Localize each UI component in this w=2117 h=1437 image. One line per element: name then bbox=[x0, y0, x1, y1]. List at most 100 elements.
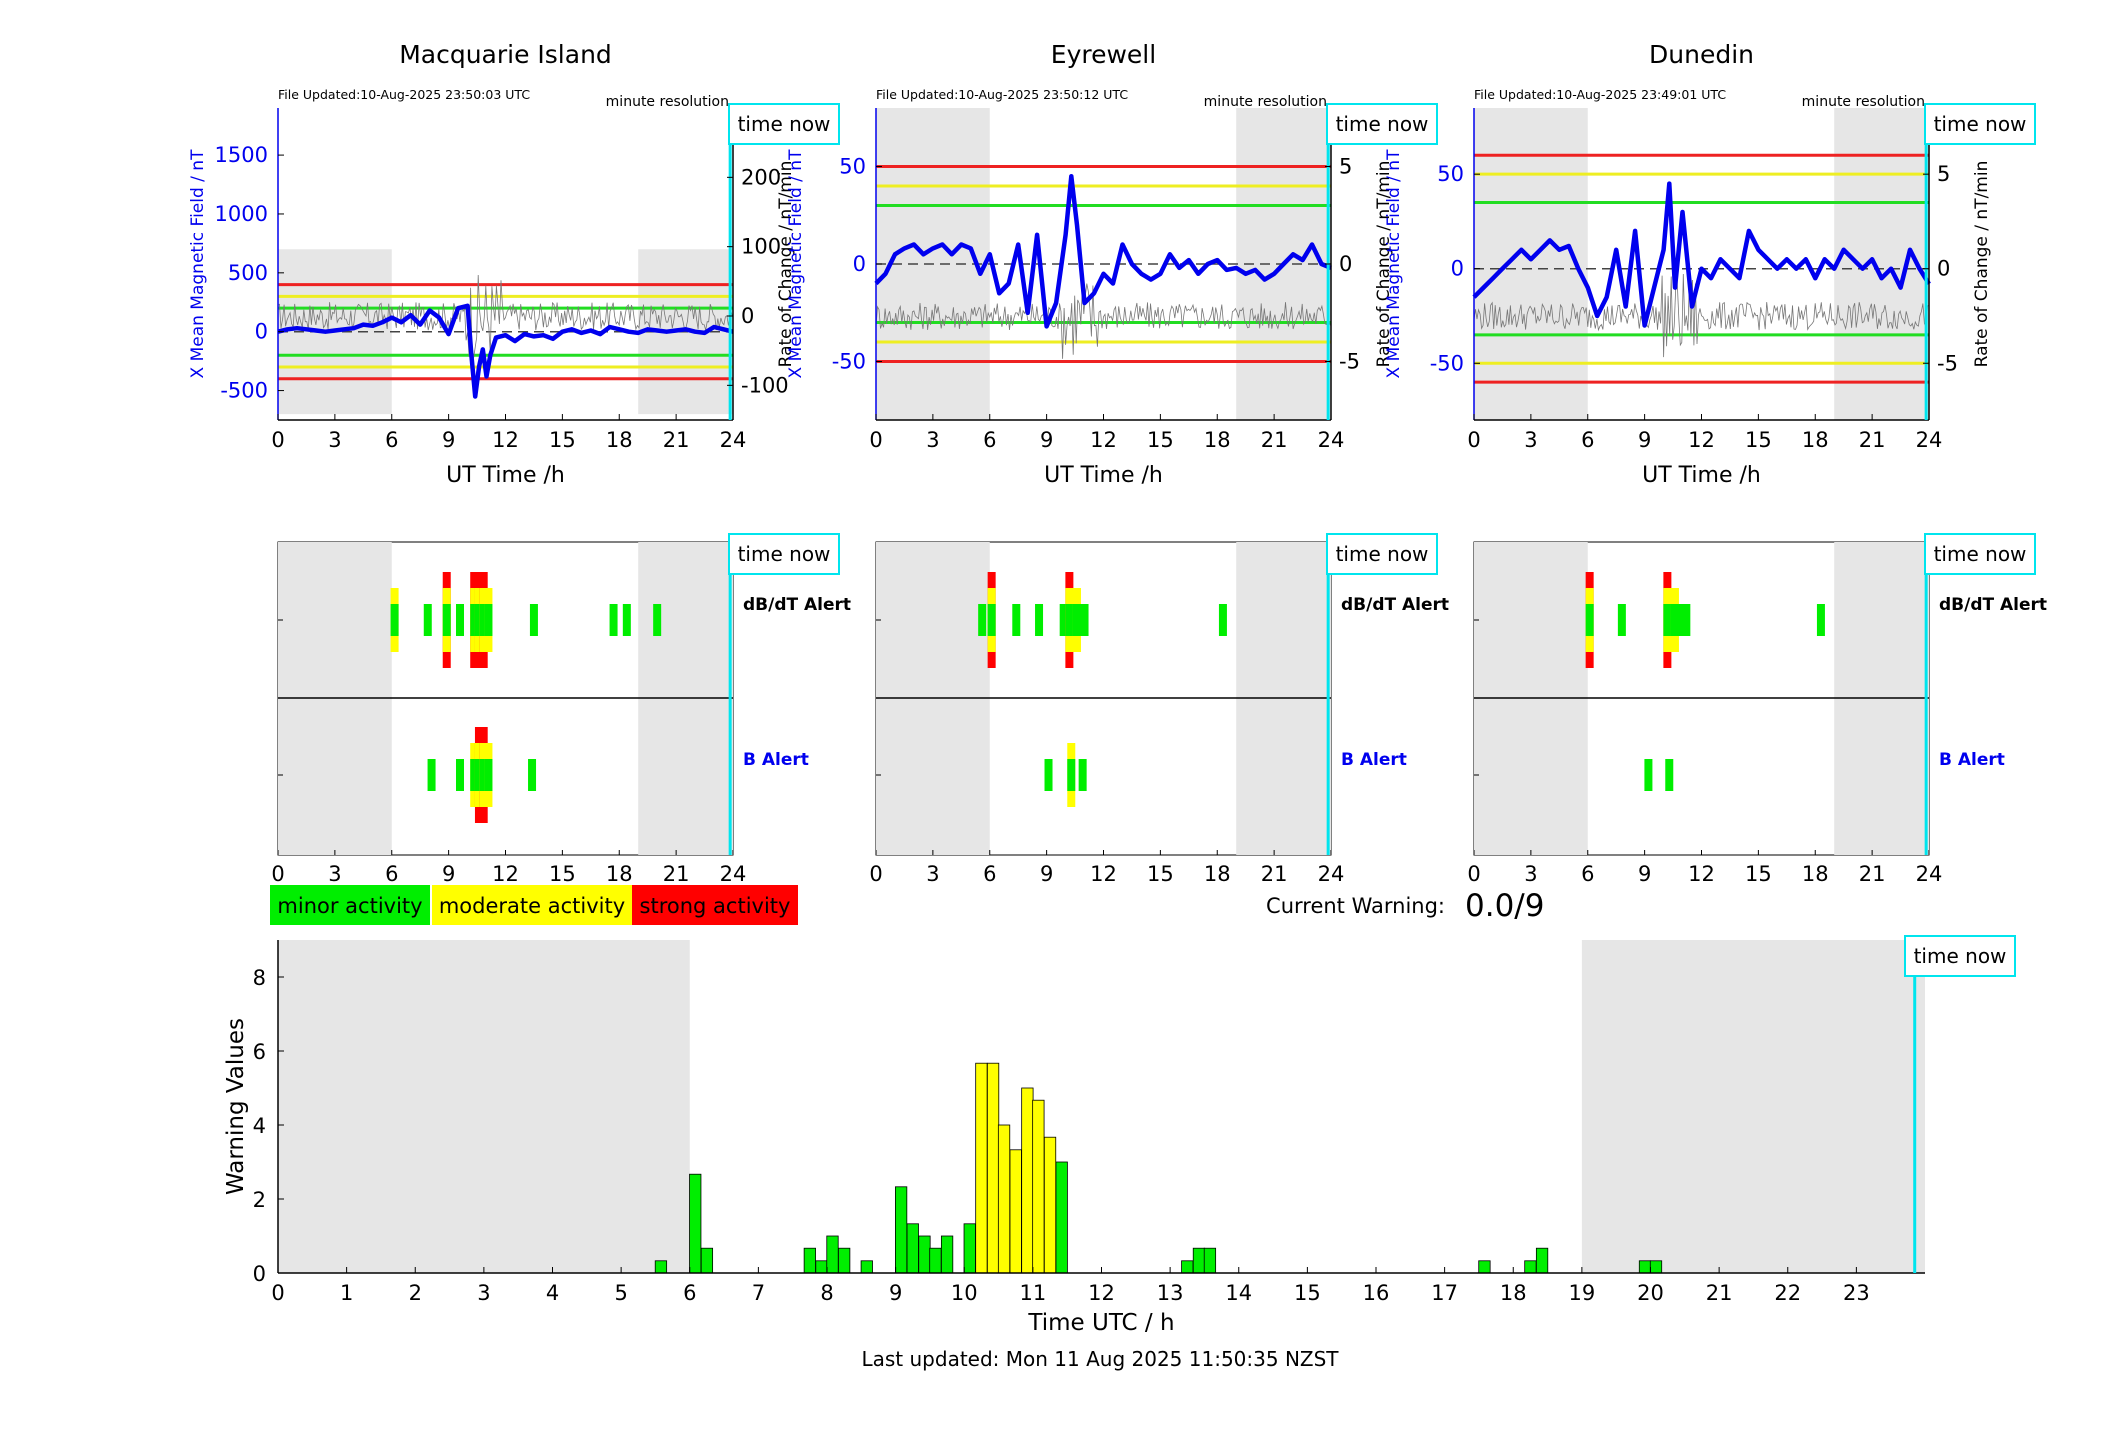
y-tick-label-left: 0 bbox=[1451, 257, 1464, 281]
y-axis-label-left: X Mean Magnetic Field / nT bbox=[188, 149, 208, 379]
warning-bar bbox=[1478, 1260, 1491, 1274]
current-warning-label: Current Warning: bbox=[1266, 894, 1445, 918]
last-updated-footer: Last updated: Mon 11 Aug 2025 11:50:35 N… bbox=[861, 1347, 1339, 1371]
b-alert-mark-minor bbox=[528, 759, 537, 791]
dbdt-alert-mark-minor bbox=[1676, 604, 1685, 636]
alert-x-tick-label: 24 bbox=[1916, 862, 1943, 886]
warning-bar bbox=[963, 1223, 976, 1274]
alert-x-tick-label: 12 bbox=[1688, 862, 1715, 886]
time-now-label: time now bbox=[1934, 112, 2027, 136]
alert-x-tick-label: 9 bbox=[1638, 862, 1651, 886]
alert-x-tick-label: 21 bbox=[663, 862, 690, 886]
alert-x-tick-label: 12 bbox=[492, 862, 519, 886]
dbdt-alert-mark-minor bbox=[1012, 604, 1021, 636]
warning-bar bbox=[838, 1247, 851, 1274]
warning-bar bbox=[654, 1260, 668, 1274]
alert-x-tick-label: 21 bbox=[1261, 862, 1288, 886]
b-alert-mark-minor bbox=[427, 759, 436, 791]
x-tick-label: 3 bbox=[1524, 428, 1537, 452]
warning-x-tick-label: 17 bbox=[1431, 1281, 1458, 1305]
legend-label-moderate: moderate activity bbox=[439, 894, 625, 918]
rate-of-change-trace bbox=[1473, 273, 1930, 358]
dbdt-alert-mark-minor bbox=[1035, 604, 1044, 636]
alert-x-tick-label: 0 bbox=[869, 862, 882, 886]
mean-field-line bbox=[1472, 181, 1931, 328]
y-axis-label-left: X Mean Magnetic Field / nT bbox=[1384, 149, 1404, 379]
warning-x-axis-label: Time UTC / h bbox=[1027, 1310, 1174, 1336]
warning-x-tick-label: 13 bbox=[1157, 1281, 1184, 1305]
dbdt-alert-mark-minor bbox=[390, 604, 399, 636]
alert-x-tick-label: 0 bbox=[271, 862, 284, 886]
alert-x-tick-label: 3 bbox=[926, 862, 939, 886]
alert-x-tick-label: 24 bbox=[720, 862, 747, 886]
x-tick-label: 9 bbox=[1638, 428, 1651, 452]
x-tick-label: 12 bbox=[1688, 428, 1715, 452]
warning-x-tick-label: 2 bbox=[409, 1281, 422, 1305]
b-alert-mark-minor bbox=[456, 759, 464, 791]
dbdt-alert-mark-minor bbox=[470, 604, 479, 636]
time-now-box bbox=[728, 103, 840, 145]
dbdt-alert-mark-minor bbox=[529, 604, 538, 636]
x-tick-label: 18 bbox=[1204, 428, 1231, 452]
warning-bar bbox=[1535, 1247, 1549, 1274]
alert-x-tick-label: 24 bbox=[1318, 862, 1345, 886]
b-alert-mark-minor bbox=[484, 759, 493, 791]
alert-x-tick-label: 18 bbox=[1204, 862, 1231, 886]
x-tick-label: 21 bbox=[663, 428, 690, 452]
y-tick-label-right: 200 bbox=[741, 165, 781, 189]
warning-x-tick-label: 21 bbox=[1706, 1281, 1733, 1305]
station-title: Eyrewell bbox=[1051, 40, 1156, 69]
warning-x-tick-label: 8 bbox=[820, 1281, 833, 1305]
warning-bar bbox=[1192, 1247, 1206, 1274]
b-alert-mark-minor bbox=[1044, 759, 1053, 791]
warning-x-tick-label: 22 bbox=[1774, 1281, 1801, 1305]
y-axis-label-right: Rate of Change / nT/min bbox=[1972, 161, 1992, 368]
y-tick-label-left: -50 bbox=[832, 350, 866, 374]
dbdt-alert-mark-minor bbox=[1585, 604, 1594, 636]
warning-bar bbox=[860, 1260, 873, 1274]
warning-night-band bbox=[278, 940, 690, 1273]
x-tick-label: 12 bbox=[492, 428, 519, 452]
time-now-label: time now bbox=[1336, 112, 1429, 136]
dbdt-alert-mark-minor bbox=[1059, 604, 1068, 636]
dbdt-alert-mark-minor bbox=[653, 604, 662, 636]
dbdt-alert-mark-minor bbox=[1816, 604, 1825, 636]
warning-bar bbox=[1021, 1087, 1034, 1274]
x-tick-label: 9 bbox=[1040, 428, 1053, 452]
dbdt-alert-mark-minor bbox=[1670, 604, 1679, 636]
alert-x-tick-label: 15 bbox=[549, 862, 576, 886]
x-tick-label: 21 bbox=[1261, 428, 1288, 452]
warning-x-tick-label: 0 bbox=[271, 1281, 284, 1305]
alert-x-tick-label: 0 bbox=[1467, 862, 1480, 886]
dbdt-alert-mark-minor bbox=[978, 604, 987, 636]
y-tick-label-right: 5 bbox=[1937, 162, 1950, 186]
y-tick-label-right: -100 bbox=[741, 373, 789, 397]
dbdt-alert-label: dB/dT Alert bbox=[1341, 595, 1449, 615]
dbdt-alert-mark-minor bbox=[1080, 604, 1089, 636]
alert-x-tick-label: 3 bbox=[1524, 862, 1537, 886]
time-now-label: time now bbox=[738, 112, 831, 136]
alert-time-now-label: time now bbox=[738, 542, 831, 566]
warning-bar bbox=[1032, 1099, 1045, 1274]
warning-bar bbox=[1009, 1149, 1022, 1274]
warning-x-tick-label: 23 bbox=[1843, 1281, 1870, 1305]
dbdt-alert-mark-minor bbox=[1218, 604, 1227, 636]
warning-time-now-label: time now bbox=[1914, 944, 2007, 968]
rate-of-change-trace bbox=[277, 274, 734, 359]
warning-bar bbox=[689, 1173, 702, 1274]
alert-x-tick-label: 18 bbox=[606, 862, 633, 886]
warning-x-tick-label: 18 bbox=[1500, 1281, 1527, 1305]
y-tick-label-right: -5 bbox=[1339, 350, 1360, 374]
night-band bbox=[1474, 108, 1588, 420]
alert-x-tick-label: 12 bbox=[1090, 862, 1117, 886]
time-now-box bbox=[1924, 103, 2036, 145]
alert-x-tick-label: 21 bbox=[1859, 862, 1886, 886]
y-tick-label-right: 0 bbox=[1937, 257, 1950, 281]
warning-bar bbox=[803, 1247, 816, 1274]
x-axis-label: UT Time /h bbox=[1642, 463, 1761, 488]
night-band bbox=[1834, 108, 1929, 420]
x-tick-label: 15 bbox=[1147, 428, 1174, 452]
dbdt-alert-mark-minor bbox=[474, 604, 483, 636]
warning-bar bbox=[815, 1260, 828, 1274]
